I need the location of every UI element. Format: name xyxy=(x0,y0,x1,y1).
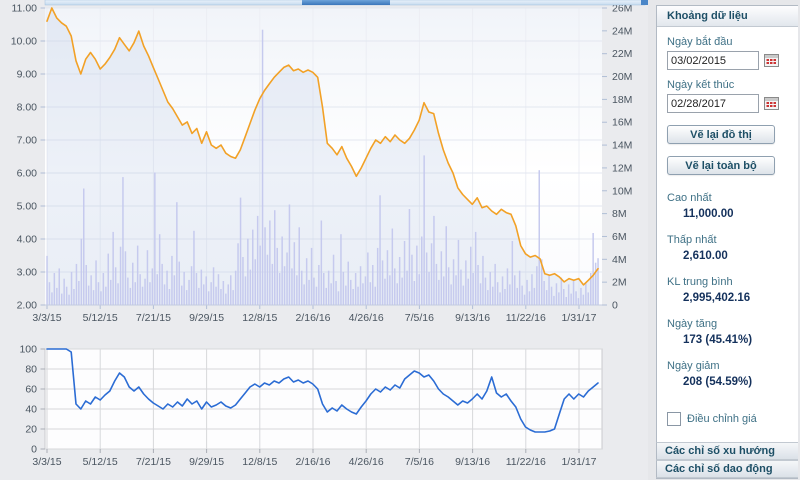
svg-text:1/31/17: 1/31/17 xyxy=(561,456,596,468)
svg-text:11/22/16: 11/22/16 xyxy=(506,456,546,468)
calendar-icon xyxy=(764,54,779,67)
svg-text:40: 40 xyxy=(25,404,37,416)
svg-text:12/8/15: 12/8/15 xyxy=(242,312,277,324)
svg-text:3/3/15: 3/3/15 xyxy=(32,456,61,468)
svg-text:7/21/15: 7/21/15 xyxy=(136,312,171,324)
svg-text:22M: 22M xyxy=(612,48,632,60)
start-date-calendar-button[interactable] xyxy=(764,53,779,68)
stat-highest: Cao nhất 11,000.00 xyxy=(667,192,734,220)
start-date-input[interactable] xyxy=(667,51,759,70)
svg-text:10M: 10M xyxy=(612,185,632,197)
svg-text:8M: 8M xyxy=(612,208,627,220)
adjust-price-checkbox[interactable] xyxy=(667,412,681,426)
svg-text:8.00: 8.00 xyxy=(17,102,38,114)
volume-bars xyxy=(46,29,599,306)
svg-text:6M: 6M xyxy=(612,231,627,243)
price-area xyxy=(47,8,598,305)
svg-text:16M: 16M xyxy=(612,117,632,129)
data-range-panel: Khoảng dữ liệu Ngày bắt đầu Ngày kết thú… xyxy=(656,5,798,479)
svg-text:9/29/15: 9/29/15 xyxy=(189,456,224,468)
svg-text:4/26/16: 4/26/16 xyxy=(349,456,384,468)
svg-text:14M: 14M xyxy=(612,140,632,152)
svg-text:5/12/15: 5/12/15 xyxy=(83,312,118,324)
oscillator-line xyxy=(46,348,599,433)
svg-text:24M: 24M xyxy=(612,25,632,37)
svg-text:4.00: 4.00 xyxy=(17,234,38,246)
svg-text:6.00: 6.00 xyxy=(17,168,38,180)
svg-text:2/16/16: 2/16/16 xyxy=(295,456,330,468)
end-date-label: Ngày kết thúc xyxy=(667,79,735,91)
svg-text:3.00: 3.00 xyxy=(17,267,38,279)
svg-text:20M: 20M xyxy=(612,71,632,83)
redraw-all-button[interactable]: Vẽ lại toàn bộ xyxy=(667,156,775,175)
scrollbar-thumb[interactable] xyxy=(302,0,390,5)
svg-text:4M: 4M xyxy=(612,254,627,266)
chart-scrollbar xyxy=(44,0,648,6)
svg-text:9.00: 9.00 xyxy=(17,69,38,81)
svg-text:5.00: 5.00 xyxy=(17,201,38,213)
trend-indicators-accordion[interactable]: Các chỉ số xu hướng xyxy=(656,442,798,460)
svg-text:2/16/16: 2/16/16 xyxy=(295,312,330,324)
svg-text:26M: 26M xyxy=(612,3,632,15)
svg-text:5/12/15: 5/12/15 xyxy=(83,456,118,468)
svg-text:2M: 2M xyxy=(612,277,627,289)
stat-lowest: Thấp nhất 2,610.00 xyxy=(667,234,728,262)
svg-text:10.00: 10.00 xyxy=(11,36,37,48)
panel-title: Khoảng dữ liệu xyxy=(657,6,798,27)
start-date-label: Ngày bắt đầu xyxy=(667,36,733,48)
price-line xyxy=(46,7,599,286)
svg-text:7/5/16: 7/5/16 xyxy=(405,456,434,468)
adjust-price-row: Điều chỉnh giá xyxy=(667,412,757,426)
svg-text:11.00: 11.00 xyxy=(12,3,38,15)
end-date-calendar-button[interactable] xyxy=(764,96,779,111)
stat-avg-volume: KL trung bình 2,995,402.16 xyxy=(667,276,751,304)
stats-list: Cao nhất 11,000.00 Thấp nhất 2,610.00 KL… xyxy=(657,191,798,390)
svg-text:9/13/16: 9/13/16 xyxy=(455,312,490,324)
oscillator-indicators-accordion[interactable]: Các chỉ số dao động xyxy=(656,460,798,478)
main-axes: 11.00 10.00 9.00 8.00 7.00 6.00 5.00 4.00 3.00 2.… xyxy=(11,3,633,325)
adjust-price-label: Điều chỉnh giá xyxy=(687,413,757,425)
svg-text:0: 0 xyxy=(612,300,618,312)
svg-text:1/31/17: 1/31/17 xyxy=(561,312,596,324)
svg-text:9/29/15: 9/29/15 xyxy=(189,312,224,324)
osc-grid xyxy=(45,348,602,450)
stat-up-days: Ngày tăng 173 (45.41%) xyxy=(667,318,753,346)
svg-text:7/5/16: 7/5/16 xyxy=(405,312,434,324)
svg-text:2.00: 2.00 xyxy=(17,300,38,312)
redraw-chart-button[interactable]: Vẽ lại đồ thị xyxy=(667,125,775,144)
svg-text:3/3/15: 3/3/15 xyxy=(32,312,61,324)
svg-text:100: 100 xyxy=(19,344,37,356)
calendar-icon xyxy=(764,97,779,110)
svg-text:80: 80 xyxy=(25,364,37,376)
svg-text:7.00: 7.00 xyxy=(17,135,38,147)
svg-text:11/22/16: 11/22/16 xyxy=(506,312,546,324)
end-date-input[interactable] xyxy=(667,94,759,113)
sidebar: Khoảng dữ liệu Ngày bắt đầu Ngày kết thú… xyxy=(648,0,800,480)
oscillator-chart[interactable]: 100 80 60 40 20 0 3/3/15 5/12/15 7/21/15 9/29/15 1… xyxy=(0,335,648,480)
price-volume-chart[interactable]: 11.00 10.00 9.00 8.00 7.00 6.00 5.00 4.00 3.00 2.… xyxy=(0,0,648,335)
svg-text:9/13/16: 9/13/16 xyxy=(455,456,490,468)
svg-text:20: 20 xyxy=(25,424,37,436)
osc-axes: 100 80 60 40 20 03/3/15 5/12/15 7/21/15 9/29/15 1… xyxy=(19,344,596,469)
svg-text:12M: 12M xyxy=(612,162,632,174)
chart-region: 11.00 10.00 9.00 8.00 7.00 6.00 5.00 4.00 3.00 2.… xyxy=(0,0,648,480)
svg-text:7/21/15: 7/21/15 xyxy=(136,456,171,468)
svg-text:18M: 18M xyxy=(612,94,632,106)
svg-text:60: 60 xyxy=(25,384,37,396)
svg-text:12/8/15: 12/8/15 xyxy=(242,456,277,468)
svg-text:4/26/16: 4/26/16 xyxy=(349,312,384,324)
svg-text:0: 0 xyxy=(31,444,37,456)
stat-down-days: Ngày giảm 208 (54.59%) xyxy=(667,360,753,388)
